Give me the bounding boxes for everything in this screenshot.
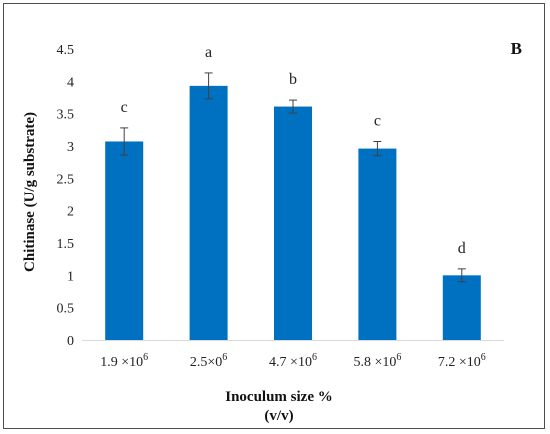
x-axis: 1.9 ×106 2.5×06 4.7 ×106 5.8 ×106 7.2 ×106 xyxy=(82,340,504,370)
y-tick-label: 2 xyxy=(67,205,74,220)
y-tick-label: 0 xyxy=(67,334,74,349)
y-tick-label: 3.5 xyxy=(57,108,75,123)
x-tick-label-base: 7.2 ×10 xyxy=(438,355,481,370)
x-tick-label-base: 1.9 ×10 xyxy=(100,355,143,370)
x-tick-label: 5.8 ×106 xyxy=(353,352,401,370)
x-tick-label-exponent: 6 xyxy=(481,352,486,363)
y-tick-label: 0.5 xyxy=(57,302,75,317)
x-tick-label-exponent: 6 xyxy=(312,352,317,363)
error-bar xyxy=(120,127,129,156)
significance-label: c xyxy=(374,112,381,129)
bar xyxy=(442,275,481,340)
x-tick-label: 4.7 ×106 xyxy=(269,352,317,370)
bar xyxy=(189,85,228,340)
y-tick-label: 4.5 xyxy=(57,43,75,58)
significance-label: c xyxy=(121,99,128,116)
panel-label: B xyxy=(511,39,522,58)
x-tick-label-base: 2.5×0 xyxy=(190,355,222,370)
x-tick-label-base: 4.7 ×10 xyxy=(269,355,312,370)
significance-label: b xyxy=(289,71,297,88)
error-bar xyxy=(289,99,297,114)
y-axis-title: Chitinase (U/g substrate) xyxy=(22,112,38,272)
x-axis-title-unit: (v/v) xyxy=(264,408,293,424)
x-tick-label-exponent: 6 xyxy=(222,352,227,363)
x-tick-label-exponent: 6 xyxy=(143,352,148,363)
x-tick-label: 7.2 ×106 xyxy=(438,352,486,370)
y-tick-label: 4 xyxy=(67,75,74,90)
x-tick-label: 2.5×06 xyxy=(190,352,227,370)
significance-label: a xyxy=(205,44,212,61)
bar xyxy=(274,106,312,340)
x-tick-label-exponent: 6 xyxy=(396,352,401,363)
x-axis-title: Inoculum size % xyxy=(225,389,333,405)
bars: c a b c d xyxy=(105,44,481,340)
error-bar xyxy=(457,268,466,283)
significance-label: d xyxy=(458,240,466,257)
y-tick-label: 3 xyxy=(67,140,74,155)
y-tick-label: 1.5 xyxy=(57,237,75,252)
y-tick-label: 1 xyxy=(67,269,74,284)
error-bar xyxy=(373,140,382,157)
bar xyxy=(358,148,397,340)
x-tick-label: 1.9 ×106 xyxy=(100,352,148,370)
y-tick-label: 2.5 xyxy=(57,172,75,187)
y-axis: 0 0.5 1 1.5 2 2.5 3 3.5 4 4.5 xyxy=(57,43,75,349)
error-bar xyxy=(204,72,213,100)
bar xyxy=(105,141,144,340)
x-tick-label-base: 5.8 ×10 xyxy=(353,355,396,370)
